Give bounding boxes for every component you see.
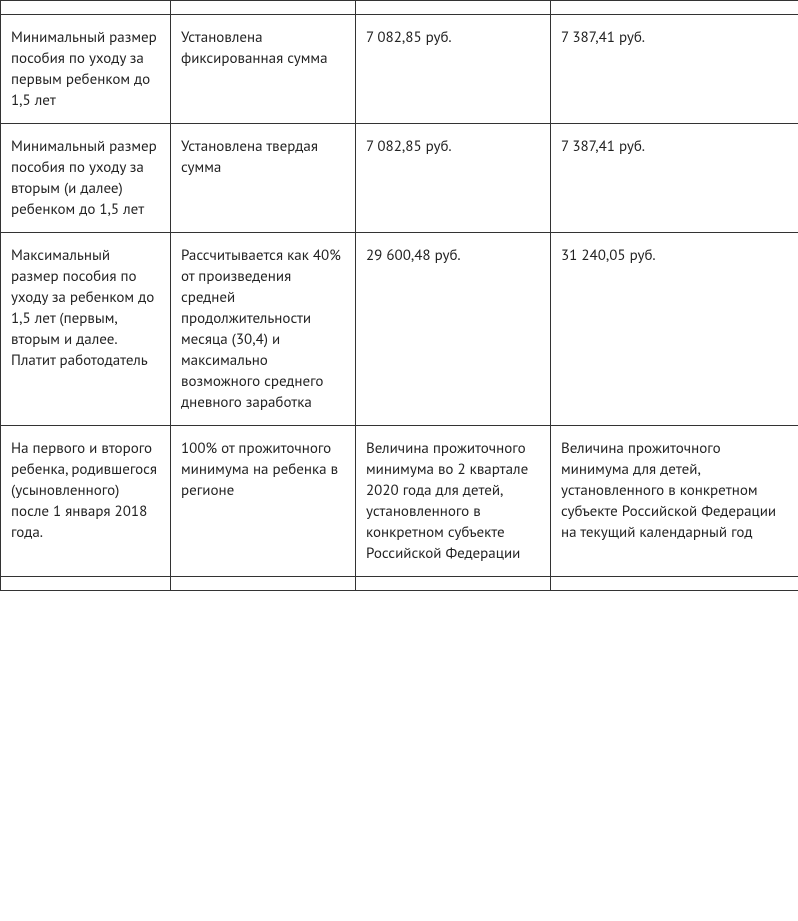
table-body: Минимальный размер пособия по уходу за п… (1, 1, 798, 591)
table-cell: На первого и второго ребенка, родившегос… (1, 426, 171, 577)
table-row: На первого и второго ребенка, родившегос… (1, 426, 798, 577)
table-cell: Минимальный размер пособия по уходу за п… (1, 15, 171, 124)
table-cell: Максимальный размер пособия по уходу за … (1, 233, 171, 426)
table-cell (171, 577, 356, 591)
table-cell (171, 1, 356, 15)
table-cell: Установлена твердая сумма (171, 124, 356, 233)
table-cell (1, 1, 171, 15)
table-cell (356, 577, 551, 591)
table-cell: 100% от прожиточного минимума на ребенка… (171, 426, 356, 577)
table-cell: Минимальный размер пособия по уходу за в… (1, 124, 171, 233)
table-cell: 29 600,48 руб. (356, 233, 551, 426)
benefits-table: Минимальный размер пособия по уходу за п… (0, 0, 798, 591)
table-cell: Величина прожиточного минимума во 2 квар… (356, 426, 551, 577)
table-cell (551, 577, 798, 591)
table-cell (1, 577, 171, 591)
table-row: Минимальный размер пособия по уходу за в… (1, 124, 798, 233)
table-row (1, 1, 798, 15)
table-cell: Рассчитывается как 40% от произведения с… (171, 233, 356, 426)
table-row (1, 577, 798, 591)
table-cell (356, 1, 551, 15)
table-cell: 7 082,85 руб. (356, 124, 551, 233)
table-cell (551, 1, 798, 15)
table-cell: Установлена фиксированная сумма (171, 15, 356, 124)
table-row: Максимальный размер пособия по уходу за … (1, 233, 798, 426)
table-cell: Величина прожиточного минимума для детей… (551, 426, 798, 577)
table-row: Минимальный размер пособия по уходу за п… (1, 15, 798, 124)
table-cell: 31 240,05 руб. (551, 233, 798, 426)
table-cell: 7 387,41 руб. (551, 15, 798, 124)
table-cell: 7 387,41 руб. (551, 124, 798, 233)
table-cell: 7 082,85 руб. (356, 15, 551, 124)
